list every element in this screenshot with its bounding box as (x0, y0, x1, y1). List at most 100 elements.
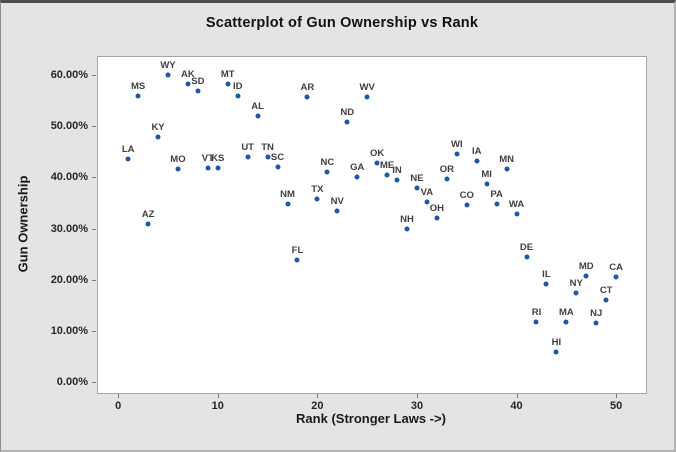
data-point-IA (474, 158, 480, 164)
y-tick-mark (92, 279, 96, 281)
data-point-HI (553, 349, 559, 354)
x-tick-mark (416, 394, 418, 398)
data-point-ID (235, 93, 241, 99)
data-point-NC (324, 169, 330, 175)
data-point-label-NJ: NJ (590, 308, 603, 320)
plot-area: LA MS AZ KY WY MO AK SD VT KS MT ID UT AL TN SC NM FL AR TX… (97, 56, 647, 394)
data-point-TN (265, 154, 271, 160)
y-tick-label: 50.00% (50, 120, 88, 133)
data-point-CO (464, 202, 470, 207)
data-point-label-OR: OR (439, 163, 454, 175)
data-point-label-TX: TX (311, 183, 324, 195)
data-point-NV (334, 208, 340, 214)
x-tick-mark (616, 394, 618, 398)
data-point-ND (344, 119, 350, 125)
data-point-label-AR: AR (300, 82, 315, 94)
data-point-label-MO: MO (170, 154, 186, 166)
data-point-AR (304, 94, 310, 100)
y-tick-label: 40.00% (50, 171, 88, 184)
data-point-AK (185, 81, 191, 87)
data-point-label-IL: IL (542, 269, 551, 281)
data-point-label-NE: NE (410, 173, 424, 185)
data-point-label-IA: IA (471, 146, 482, 158)
data-point-MN (504, 166, 510, 172)
data-point-label-MI: MI (481, 169, 492, 181)
data-point-SD (195, 88, 201, 94)
y-tick-label: 0.00% (56, 376, 88, 389)
data-point-RI (533, 319, 539, 325)
data-point-MO (175, 166, 181, 172)
data-point-IN (394, 177, 400, 183)
data-point-OR (444, 176, 450, 182)
data-point-label-TN: TN (261, 142, 274, 154)
data-point-UT (245, 154, 251, 160)
data-point-label-SD: SD (191, 75, 205, 87)
data-point-label-KS: KS (211, 153, 225, 165)
data-point-MT (225, 81, 231, 87)
x-tick-label: 30 (410, 400, 424, 412)
data-point-MI (484, 181, 490, 187)
y-tick-label: 10.00% (50, 325, 88, 338)
data-point-label-SC: SC (270, 151, 285, 163)
data-point-label-WY: WY (160, 60, 176, 72)
x-tick-label: 40 (510, 400, 523, 412)
data-point-NJ (593, 320, 599, 326)
x-tick-mark (217, 394, 219, 398)
y-axis-title: Gun Ownership (15, 175, 31, 273)
data-point-label-RI: RI (531, 307, 542, 319)
data-point-label-NH: NH (400, 214, 414, 226)
data-point-label-UT: UT (241, 142, 254, 154)
data-point-VA (424, 199, 430, 205)
data-point-CT (603, 297, 609, 303)
data-point-FL (294, 257, 300, 263)
data-point-NM (285, 201, 290, 207)
data-point-KY (155, 134, 161, 140)
data-point-NH (404, 226, 410, 232)
data-point-label-FL: FL (291, 245, 304, 257)
data-point-label-CA: CA (609, 261, 623, 273)
data-point-SC (275, 164, 281, 170)
x-tick-mark (118, 394, 120, 398)
y-tick-mark (92, 177, 96, 179)
data-point-label-IN: IN (392, 165, 402, 177)
data-point-label-ID: ID (232, 81, 243, 93)
data-point-label-NY: NY (569, 278, 583, 290)
data-point-label-AK: AK (181, 69, 195, 81)
data-point-label-AZ: AZ (141, 208, 155, 220)
data-point-MD (583, 273, 589, 279)
data-point-label-DE: DE (519, 241, 534, 253)
data-point-label-KY: KY (151, 122, 165, 134)
data-point-label-MS: MS (131, 81, 146, 93)
data-point-ME (384, 172, 390, 178)
data-point-IL (543, 281, 549, 287)
data-point-VT (205, 165, 211, 171)
y-tick-mark (92, 74, 96, 76)
data-point-label-GA: GA (350, 161, 365, 173)
data-point-DE (524, 254, 529, 260)
data-point-AL (255, 113, 261, 119)
data-point-label-PA: PA (490, 189, 503, 200)
x-tick-label: 50 (610, 400, 623, 412)
data-point-label-AL: AL (251, 100, 264, 112)
data-point-NY (573, 290, 579, 296)
data-point-label-ND: ND (340, 107, 355, 119)
y-tick-label: 60.00% (50, 68, 88, 81)
data-point-label-MD: MD (578, 260, 594, 272)
data-point-WA (514, 211, 520, 217)
data-point-label-WI: WI (450, 138, 463, 150)
data-point-label-OH: OH (429, 202, 444, 214)
y-tick-mark (92, 228, 96, 230)
x-tick-label: 20 (311, 400, 324, 412)
chart-title: Scatterplot of Gun Ownership vs Rank (205, 15, 479, 31)
x-tick-label: 0 (115, 400, 122, 412)
data-point-PA (494, 201, 500, 207)
x-tick-mark (516, 394, 518, 398)
data-point-MS (135, 93, 141, 99)
data-point-label-WV: WV (359, 82, 375, 94)
data-point-WV (364, 94, 370, 100)
y-tick-mark (92, 126, 96, 128)
y-tick-label: 30.00% (50, 222, 88, 235)
data-point-OH (434, 215, 440, 221)
data-point-NE (414, 185, 420, 191)
